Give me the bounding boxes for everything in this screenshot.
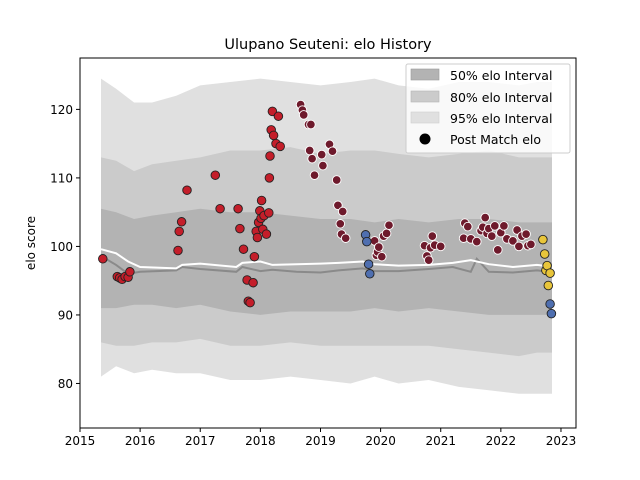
x-tick-label: 2023 xyxy=(546,434,577,448)
post-match-point xyxy=(173,245,183,256)
y-tick-label: 110 xyxy=(50,171,73,185)
legend-label-post-match: Post Match elo xyxy=(450,132,541,147)
post-match-point xyxy=(298,110,309,120)
x-tick-label: 2015 xyxy=(65,434,96,448)
post-match-point xyxy=(490,221,500,231)
band-50 xyxy=(101,208,552,315)
post-match-point xyxy=(238,244,249,254)
plot-area xyxy=(98,78,557,394)
mean-elo-line xyxy=(100,248,550,270)
post-match-point xyxy=(545,268,555,278)
post-match-point xyxy=(508,236,518,246)
post-match-point xyxy=(318,160,328,171)
post-match-point xyxy=(248,277,258,288)
legend-swatch-95 xyxy=(410,111,440,124)
post-match-point xyxy=(538,234,548,245)
post-match-point xyxy=(245,297,255,308)
post-match-point xyxy=(261,229,272,239)
x-tick-label: 2019 xyxy=(305,434,336,448)
post-match-point xyxy=(331,175,342,185)
post-match-point xyxy=(182,185,192,195)
post-match-point xyxy=(264,208,274,218)
y-tick-label: 100 xyxy=(50,240,73,254)
post-match-point xyxy=(521,229,531,239)
x-tick-label: 2016 xyxy=(125,434,156,448)
post-match-point xyxy=(307,153,317,164)
post-match-point xyxy=(362,236,372,247)
post-match-point xyxy=(215,203,225,214)
post-match-point xyxy=(264,173,275,183)
median-elo-line xyxy=(100,255,550,275)
legend-label-50: 50% elo Interval xyxy=(450,68,552,83)
y-axis-label: elo score xyxy=(24,216,38,270)
post-match-point xyxy=(363,259,374,269)
legend-swatch-80 xyxy=(410,90,440,103)
post-match-point xyxy=(543,280,554,291)
post-match-point xyxy=(275,141,285,152)
post-match-point xyxy=(252,232,263,243)
post-match-point xyxy=(377,251,387,262)
post-match-point xyxy=(514,241,524,252)
post-match-point xyxy=(480,212,490,223)
post-match-point xyxy=(381,228,392,239)
y-tick-label: 120 xyxy=(50,103,73,117)
y-tick-label: 90 xyxy=(58,308,73,322)
post-match-point xyxy=(493,245,503,255)
post-match-point xyxy=(427,231,438,241)
legend-label-80: 80% elo Interval xyxy=(450,90,552,105)
post-match-point xyxy=(365,269,375,279)
legend-swatch-50 xyxy=(410,68,440,81)
post-match-point xyxy=(304,145,315,156)
legend: 50% elo Interval 80% elo Interval 95% el… xyxy=(405,63,571,154)
post-match-point xyxy=(423,255,434,265)
x-tick-label: 2020 xyxy=(365,434,396,448)
post-match-point xyxy=(463,221,473,232)
post-match-point xyxy=(176,217,187,227)
post-match-point xyxy=(306,119,316,130)
post-match-point xyxy=(309,170,320,180)
x-tick-label: 2022 xyxy=(486,434,517,448)
post-match-point xyxy=(316,149,327,160)
axes-frame xyxy=(79,57,577,429)
post-match-point xyxy=(268,130,279,141)
post-match-point xyxy=(539,249,550,259)
x-tick-label: 2021 xyxy=(425,434,456,448)
post-match-point xyxy=(337,206,348,217)
x-tick-label: 2017 xyxy=(185,434,216,448)
post-match-point xyxy=(487,231,497,241)
x-tick-label: 2018 xyxy=(245,434,276,448)
axes: 2015 2016 2017 2018 2019 2020 2021 2022 2023 80 90… xyxy=(50,57,577,448)
chart-title: Ulupano Seuteni: elo History xyxy=(224,37,432,53)
post-match-point xyxy=(174,226,184,237)
post-match-point xyxy=(472,236,482,247)
post-match-point xyxy=(273,111,284,121)
legend-frame xyxy=(405,63,571,154)
post-match-point xyxy=(256,195,267,206)
post-match-point xyxy=(384,220,394,230)
y-tick-label: 80 xyxy=(58,377,73,391)
post-match-point xyxy=(545,299,555,309)
legend-marker-post-match xyxy=(419,133,431,145)
legend-label-95: 95% elo Interval xyxy=(450,111,552,126)
post-match-point xyxy=(265,151,275,161)
post-match-point xyxy=(249,251,260,262)
post-match-point xyxy=(327,146,338,156)
post-match-point xyxy=(340,233,351,243)
post-match-point xyxy=(210,170,221,180)
post-match-point xyxy=(526,239,536,250)
post-match-point xyxy=(499,221,509,231)
post-match-point xyxy=(98,254,108,264)
post-match-point xyxy=(435,241,446,252)
post-match-point xyxy=(333,200,343,211)
post-match-point xyxy=(125,267,135,277)
post-match-point xyxy=(374,242,384,252)
post-match-point xyxy=(235,223,245,234)
post-match-point xyxy=(233,203,243,214)
post-match-point xyxy=(512,225,522,235)
post-match-point xyxy=(335,219,346,229)
post-match-point xyxy=(546,308,557,319)
